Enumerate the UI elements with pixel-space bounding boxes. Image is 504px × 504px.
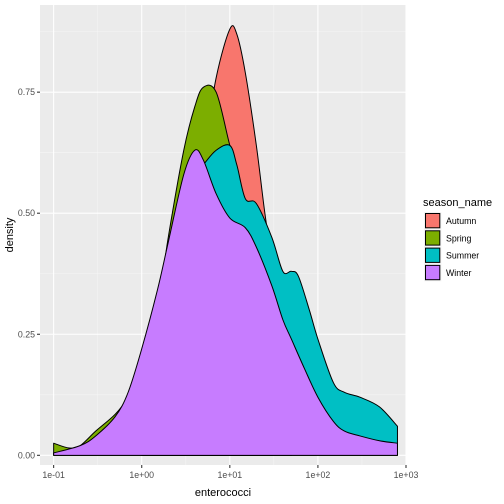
- legend-swatch-winter: [425, 264, 441, 281]
- legend-label-spring: Spring: [446, 233, 472, 243]
- legend-label-summer: Summer: [446, 251, 479, 261]
- legend-label-autumn: Autumn: [446, 216, 476, 226]
- x-tick-label: 1e+01: [217, 470, 242, 480]
- y-tick-label: 0.75: [18, 87, 35, 97]
- x-tick-label: 1e-01: [42, 470, 65, 480]
- x-tick-label: 1e+00: [129, 470, 154, 480]
- legend-swatch-spring: [425, 230, 441, 246]
- y-tick-label: 0.50: [18, 208, 35, 218]
- x-tick-label: 1e+02: [306, 470, 331, 480]
- x-tick-label: 1e+03: [394, 470, 419, 480]
- x-axis-title: enterococci: [195, 487, 251, 499]
- y-axis-title: density: [4, 217, 16, 252]
- legend-swatch-summer: [425, 247, 441, 263]
- y-tick-label: 0.25: [18, 329, 35, 339]
- legend-label-winter: Winter: [446, 268, 471, 278]
- density-area-winter: [53, 149, 398, 456]
- legend-title: season_name: [423, 197, 492, 209]
- legend-swatch-autumn: [425, 213, 441, 229]
- y-tick-label: 0.00: [18, 450, 35, 460]
- y-axis: 0.00 0.25 0.50 0.75: [18, 87, 40, 460]
- legend: season_name Autumn Spring Summer Winter: [423, 197, 492, 282]
- density-areas: [53, 25, 398, 456]
- x-axis: 1e-01 1e+00 1e+01 1e+02 1e+03: [42, 465, 418, 480]
